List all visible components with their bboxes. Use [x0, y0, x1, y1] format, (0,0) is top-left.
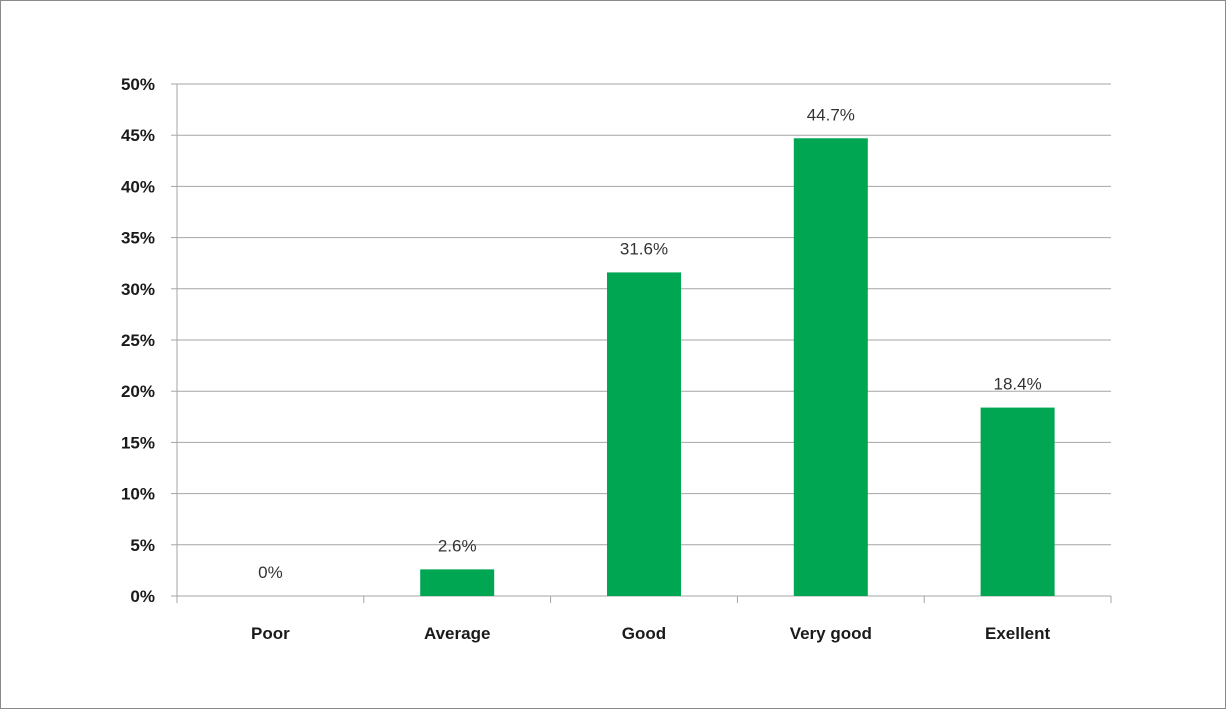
data-label: 18.4% — [993, 375, 1041, 394]
data-label: 31.6% — [620, 239, 668, 258]
bar-average — [420, 569, 495, 596]
y-tick-label: 50% — [121, 75, 155, 94]
data-label: 0% — [258, 563, 283, 582]
y-tick-label: 20% — [121, 382, 155, 401]
y-tick-label: 0% — [130, 587, 155, 606]
x-category-label: Good — [622, 624, 666, 643]
x-category-label: Very good — [790, 624, 872, 643]
bar-exellent — [980, 407, 1055, 596]
y-tick-label: 10% — [121, 485, 155, 504]
y-tick-label: 5% — [130, 536, 155, 555]
bars — [420, 138, 1055, 596]
labels: 0% 5% 10% 15% 20% 25% 30% 35% 40% 45% 50% 0% Poor 2.6… — [121, 75, 1051, 643]
y-tick-label: 30% — [121, 280, 155, 299]
x-category-label: Poor — [251, 624, 290, 643]
y-tick-label: 40% — [121, 177, 155, 196]
bar-good — [607, 272, 681, 596]
y-tick-label: 25% — [121, 331, 155, 350]
x-category-label: Average — [424, 624, 490, 643]
x-category-label: Exellent — [985, 624, 1051, 643]
bar-very-good — [793, 138, 868, 596]
data-label: 2.6% — [438, 536, 477, 555]
data-label: 44.7% — [807, 105, 855, 124]
y-tick-label: 35% — [121, 229, 155, 248]
y-tick-label: 45% — [121, 126, 155, 145]
y-tick-label: 15% — [121, 433, 155, 452]
